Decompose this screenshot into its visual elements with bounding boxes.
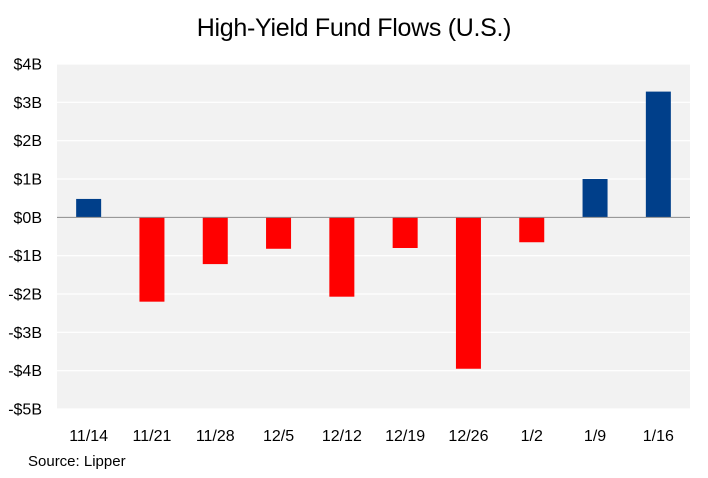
x-tick-label: 12/5 (263, 428, 294, 445)
x-tick-label: 1/9 (584, 428, 606, 445)
y-axis-tick-labels: $4B $3B $2B $1B $0B -$1B -$2B -$3B -$4B -$5B (8, 57, 42, 419)
bar-11-14 (76, 198, 102, 218)
bar-12-26 (455, 217, 481, 369)
bar-12-5 (266, 217, 292, 249)
bar-12-12 (329, 217, 355, 297)
y-tick-label: -$5B (8, 402, 42, 419)
bar-1-9 (582, 179, 608, 218)
y-tick-label: -$4B (8, 363, 42, 380)
x-tick-label: 11/21 (133, 428, 172, 445)
x-tick-label: 1/2 (521, 428, 543, 445)
y-tick-label: $3B (14, 95, 42, 112)
y-tick-label: $0B (14, 210, 42, 227)
bars (76, 91, 671, 369)
x-tick-label: 1/16 (643, 428, 674, 445)
bar-11-28 (202, 217, 228, 265)
x-tick-label: 11/14 (69, 428, 108, 445)
x-tick-label: 12/19 (385, 428, 425, 445)
y-tick-label: -$3B (8, 325, 42, 342)
chart-title: High-Yield Fund Flows (U.S.) (196, 14, 512, 42)
x-axis-tick-labels: 11/14 11/21 11/28 12/5 12/12 12/19 12/26 1/2 1/9… (69, 428, 674, 445)
y-tick-label: $4B (14, 57, 42, 74)
x-tick-label: 12/26 (448, 428, 488, 445)
y-tick-label: $2B (14, 133, 42, 150)
bar-11-21 (139, 217, 165, 302)
bar-1-16 (645, 91, 671, 218)
x-tick-label: 11/28 (196, 428, 235, 445)
x-tick-label: 12/12 (322, 428, 362, 445)
bar-12-19 (392, 217, 418, 248)
y-tick-label: $1B (14, 172, 42, 189)
source-note: Source: Lipper (28, 453, 126, 470)
bar-1-2 (519, 217, 545, 243)
y-tick-label: -$1B (8, 248, 42, 265)
y-tick-label: -$2B (8, 287, 42, 304)
